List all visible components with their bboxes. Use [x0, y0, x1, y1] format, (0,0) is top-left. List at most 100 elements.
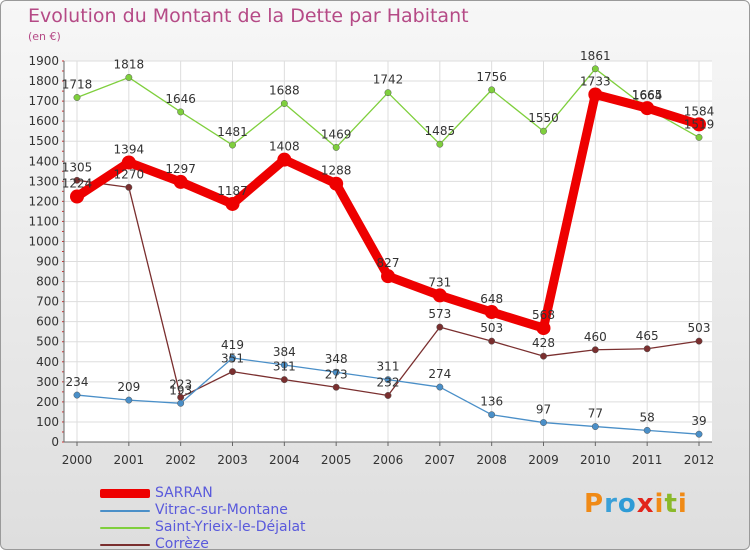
data-point	[332, 143, 340, 151]
y-tick-label: 400	[36, 355, 59, 369]
legend-item: Saint-Yrieix-le-Déjalat	[100, 519, 400, 536]
data-point	[695, 133, 703, 141]
data-point	[280, 376, 288, 384]
x-tick-label: 2009	[528, 453, 559, 467]
legend-label: Saint-Yrieix-le-Déjalat	[155, 519, 306, 535]
data-point	[121, 155, 136, 170]
legend-label: Vitrac-sur-Montane	[155, 502, 288, 518]
chart-legend: SARRAN Vitrac-sur-Montane Saint-Yrieix-le-…	[100, 485, 400, 550]
x-tick-label: 2000	[62, 453, 93, 467]
data-label: 1664	[632, 88, 663, 102]
data-point	[488, 411, 496, 419]
data-label: 1861	[580, 49, 611, 63]
data-label: 348	[325, 352, 348, 366]
data-label: 1818	[114, 57, 145, 71]
data-point	[125, 183, 133, 191]
data-point	[643, 345, 651, 353]
data-point	[484, 305, 499, 320]
data-point	[229, 354, 236, 362]
data-label: 428	[532, 336, 555, 350]
data-point	[177, 399, 185, 407]
data-point	[643, 426, 651, 434]
y-tick-label: 1800	[28, 74, 59, 88]
data-point	[332, 368, 340, 376]
y-tick-label: 1900	[28, 54, 59, 68]
data-point	[73, 391, 81, 399]
x-tick-label: 2006	[373, 453, 404, 467]
data-label: 209	[117, 380, 140, 394]
data-label: 1742	[373, 73, 404, 87]
data-label: 234	[66, 375, 89, 389]
x-tick-label: 2003	[217, 453, 248, 467]
y-tick-label: 1700	[28, 94, 59, 108]
data-label: 193	[169, 383, 192, 397]
y-tick-label: 1600	[28, 114, 59, 128]
data-point	[384, 376, 392, 384]
chart-title: Evolution du Montant de la Dette par Hab…	[28, 5, 469, 27]
x-tick-label: 2002	[165, 453, 196, 467]
data-label: 1756	[476, 70, 507, 84]
data-label: 274	[428, 367, 451, 381]
data-label: 1224	[62, 177, 93, 191]
data-label: 1297	[165, 162, 196, 176]
data-label: 39	[691, 414, 706, 428]
data-point	[540, 352, 547, 360]
data-label: 97	[536, 403, 551, 417]
logo-letter: P	[584, 489, 605, 519]
data-point	[73, 176, 81, 184]
x-tick-label: 2005	[321, 453, 352, 467]
data-point	[436, 383, 444, 391]
data-point	[432, 288, 447, 303]
data-point	[229, 368, 236, 376]
data-label: 351	[221, 352, 244, 366]
data-point	[695, 430, 703, 438]
y-tick-label: 1500	[28, 134, 59, 148]
data-point	[177, 108, 185, 116]
x-tick-label: 2004	[269, 453, 300, 467]
data-label: 311	[273, 360, 296, 374]
data-point	[588, 87, 603, 102]
data-label: 460	[584, 330, 607, 344]
y-tick-label: 1300	[28, 174, 59, 188]
y-tick-label: 100	[36, 415, 59, 429]
y-tick-label: 900	[36, 255, 59, 269]
logo-letter: t	[664, 489, 678, 519]
x-tick-label: 2007	[425, 453, 456, 467]
x-tick-label: 2012	[684, 453, 715, 467]
data-label: 731	[428, 275, 451, 289]
y-tick-label: 700	[36, 295, 59, 309]
x-tick-label: 2008	[476, 453, 507, 467]
logo-letter: r	[604, 489, 618, 519]
data-label: 1584	[684, 104, 715, 118]
data-point	[277, 152, 292, 167]
data-label: 1288	[321, 164, 352, 178]
x-tick-label: 2010	[580, 453, 611, 467]
data-point	[692, 117, 706, 132]
data-point	[591, 346, 599, 354]
data-point	[488, 86, 496, 94]
logo-letter: i	[677, 489, 688, 519]
legend-label: Corrèze	[155, 536, 209, 550]
data-label: 827	[377, 256, 400, 270]
data-label: 648	[480, 292, 503, 306]
y-tick-label: 1100	[28, 214, 59, 228]
data-label: 1394	[114, 142, 145, 156]
data-label: 223	[169, 377, 192, 391]
data-label: 311	[377, 360, 400, 374]
logo-letter: i	[654, 489, 665, 519]
data-point	[540, 419, 547, 426]
data-point	[229, 141, 236, 149]
data-label: 1187	[217, 184, 248, 198]
legend-item: Corrèze	[100, 536, 400, 550]
data-point	[591, 423, 599, 431]
legend-label: SARRAN	[155, 485, 213, 501]
legend-swatch	[100, 527, 150, 529]
data-point	[329, 176, 344, 191]
data-point	[536, 321, 551, 336]
legend-swatch	[100, 510, 150, 512]
y-tick-label: 1200	[28, 194, 59, 208]
data-label: 1733	[580, 74, 611, 88]
y-tick-label: 1000	[28, 234, 59, 248]
data-label: 1646	[165, 92, 196, 106]
